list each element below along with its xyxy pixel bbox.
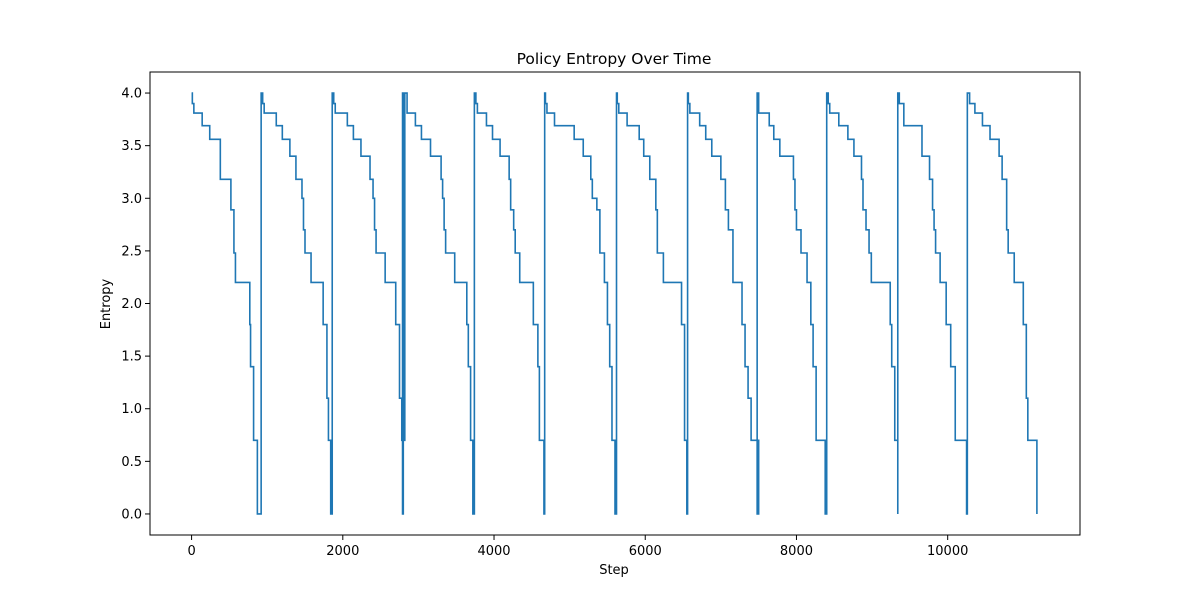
y-tick-label: 1.5 bbox=[121, 350, 142, 365]
y-tick-label: 2.5 bbox=[121, 244, 142, 259]
y-tick-label: 0.5 bbox=[121, 455, 142, 470]
x-axis-label: Step bbox=[599, 563, 629, 578]
y-tick-label: 3.5 bbox=[121, 139, 142, 154]
y-tick-label: 1.0 bbox=[121, 402, 142, 417]
x-axis-ticks: 0 2000 4000 6000 8000 10000 bbox=[187, 535, 968, 559]
entropy-series-line bbox=[191, 92, 1038, 515]
y-tick-label: 2.0 bbox=[121, 297, 142, 312]
y-axis-label: Entropy bbox=[99, 278, 114, 329]
y-axis-ticks: 0.0 0.5 1.0 1.5 2.0 2.5 3.0 3.5 4.0 bbox=[121, 87, 150, 522]
y-tick-label: 0.0 bbox=[121, 507, 142, 522]
x-tick-label: 0 bbox=[187, 544, 195, 559]
x-tick-label: 10000 bbox=[927, 544, 968, 559]
x-tick-label: 8000 bbox=[780, 544, 813, 559]
y-tick-label: 4.0 bbox=[121, 87, 142, 102]
chart-title: Policy Entropy Over Time bbox=[517, 50, 712, 68]
y-tick-label: 3.0 bbox=[121, 192, 142, 207]
x-tick-label: 4000 bbox=[477, 544, 510, 559]
x-tick-label: 2000 bbox=[326, 544, 359, 559]
x-tick-label: 6000 bbox=[629, 544, 662, 559]
